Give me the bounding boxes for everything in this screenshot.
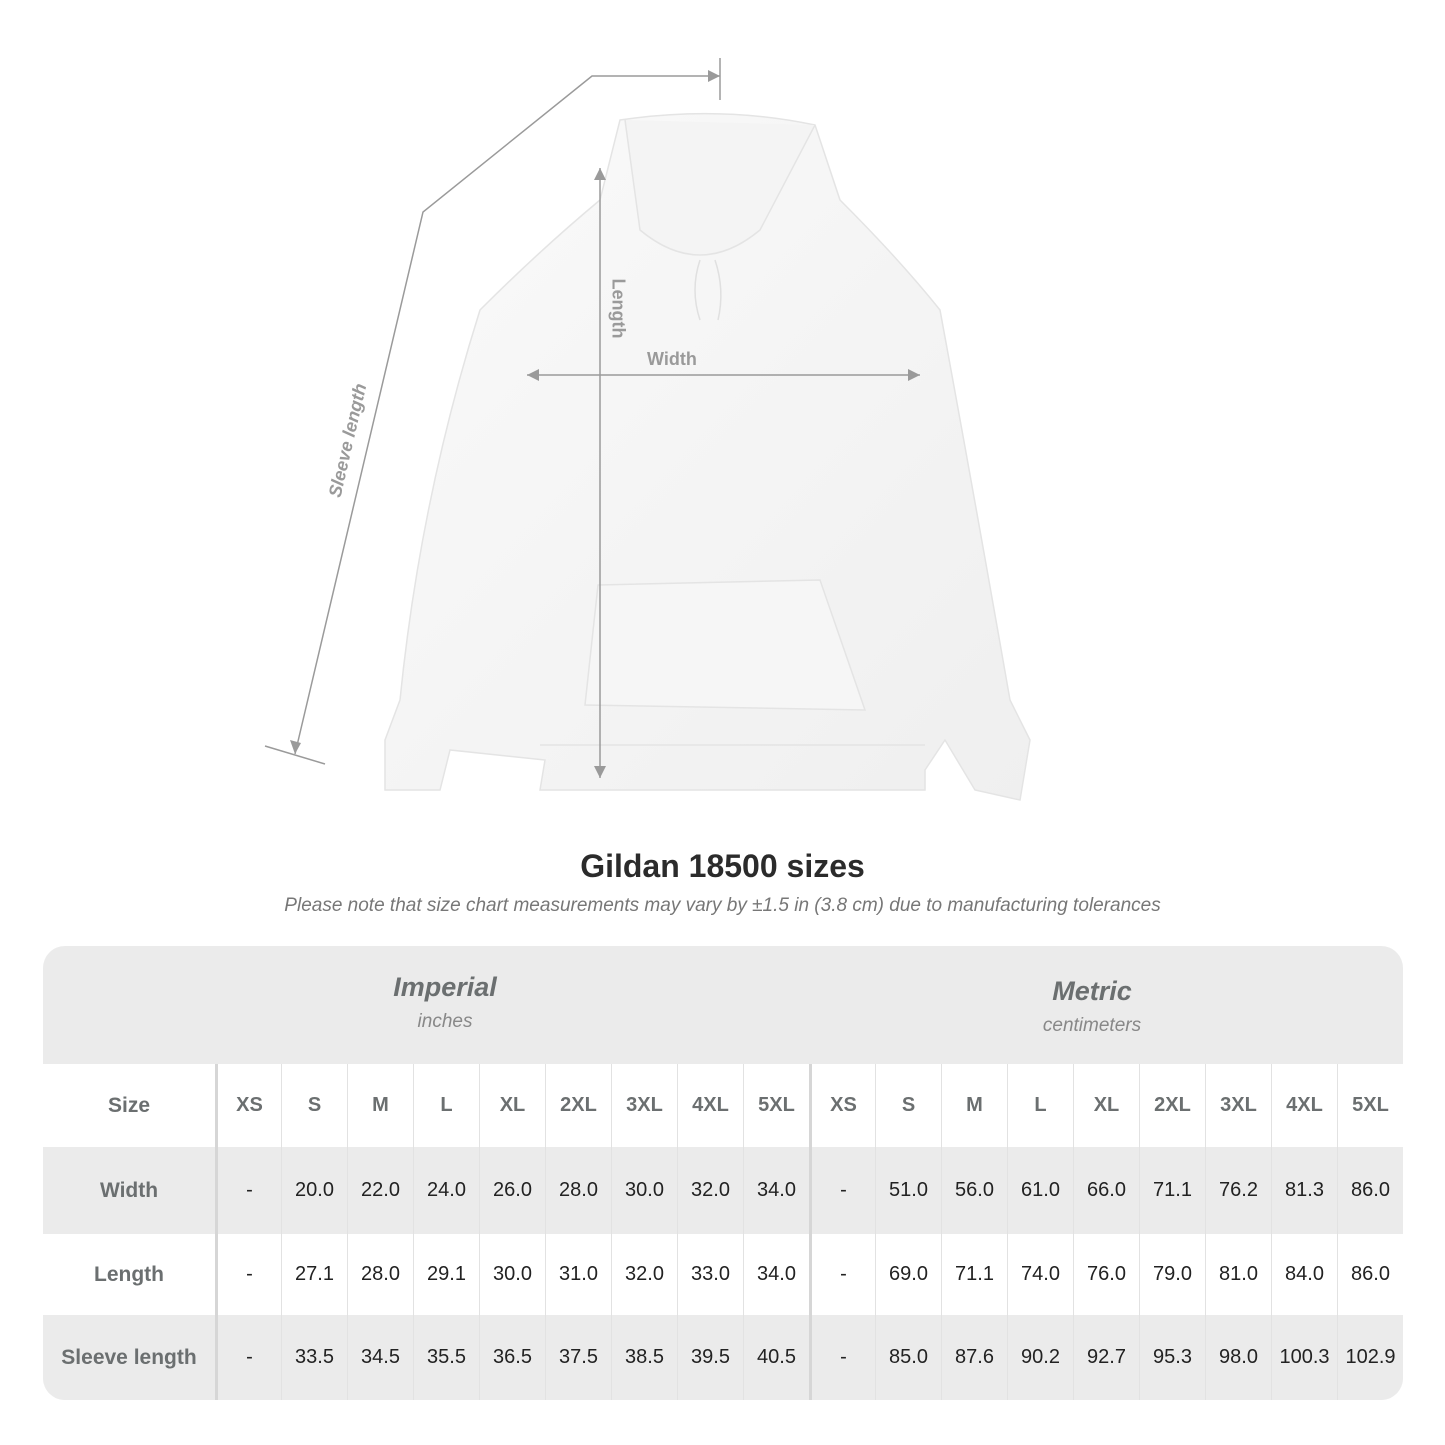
metric-value-cell: 95.3 (1139, 1315, 1205, 1400)
imperial-value-cell: 36.5 (479, 1315, 545, 1400)
size-header-cell: XS (215, 1064, 281, 1147)
metric-header: Metric centimeters (809, 950, 1375, 1068)
imperial-value-cell: - (215, 1147, 281, 1234)
metric-value-cell: 86.0 (1337, 1234, 1403, 1315)
size-header-cell: 4XL (1271, 1064, 1337, 1147)
row-label: Width (99, 1178, 159, 1202)
imperial-value-cell: 39.5 (677, 1315, 743, 1400)
imperial-value-cell: 35.5 (413, 1315, 479, 1400)
imperial-title: Imperial (393, 972, 497, 1002)
imperial-value-cell: 33.0 (677, 1234, 743, 1315)
metric-value-cell: - (809, 1147, 875, 1234)
metric-value-cell: 102.9 (1337, 1315, 1403, 1400)
metric-value-cell: 100.3 (1271, 1315, 1337, 1400)
metric-value-cell: 69.0 (875, 1234, 941, 1315)
size-header-row: Size XS S M L XL 2XL 3XL 4XL 5XL XS S M L XL 2XL 3XL 4XL 5… (43, 1064, 1403, 1147)
size-header-cell: XL (1073, 1064, 1139, 1147)
imperial-value-cell: 30.0 (611, 1147, 677, 1234)
metric-value-cell: 92.7 (1073, 1315, 1139, 1400)
metric-value-cell: - (809, 1315, 875, 1400)
metric-value-cell: 66.0 (1073, 1147, 1139, 1234)
size-header-cell: 5XL (1337, 1064, 1403, 1147)
hoodie (384, 112, 1031, 801)
imperial-value-cell: 34.0 (743, 1147, 809, 1234)
size-header-cell: S (875, 1064, 941, 1147)
table-row: Length -27.1 28.0 29.1 30.0 31.0 32.0 33.0 34.0-… (43, 1234, 1403, 1315)
metric-title: Metric (1052, 976, 1132, 1006)
row-label: Length (94, 1262, 164, 1286)
table-row: Sleeve length -33.5 34.5 35.5 36.5 37.5 38.5 39… (43, 1315, 1403, 1400)
metric-value-cell: 51.0 (875, 1147, 941, 1234)
metric-value-cell: 98.0 (1205, 1315, 1271, 1400)
metric-value-cell: 74.0 (1007, 1234, 1073, 1315)
imperial-value-cell: 38.5 (611, 1315, 677, 1400)
metric-unit: centimeters (1042, 1015, 1142, 1036)
imperial-value-cell: - (215, 1234, 281, 1315)
size-header-cell: 2XL (545, 1064, 611, 1147)
row-label: Sleeve length (61, 1345, 197, 1369)
metric-value-cell: - (809, 1234, 875, 1315)
metric-value-cell: 90.2 (1007, 1315, 1073, 1400)
metric-value-cell: 61.0 (1007, 1147, 1073, 1234)
tolerance-note: Please note that size chart measurements… (284, 895, 1161, 916)
imperial-value-cell: 27.1 (281, 1234, 347, 1315)
imperial-value-cell: 32.0 (677, 1147, 743, 1234)
size-label: Size (107, 1093, 151, 1117)
imperial-value-cell: 24.0 (413, 1147, 479, 1234)
imperial-value-cell: 30.0 (479, 1234, 545, 1315)
imperial-value-cell: 29.1 (413, 1234, 479, 1315)
imperial-value-cell: 32.0 (611, 1234, 677, 1315)
size-header-cell: 2XL (1139, 1064, 1205, 1147)
imperial-value-cell: 26.0 (479, 1147, 545, 1234)
size-header-cell: L (1007, 1064, 1073, 1147)
measurement-lines (264, 58, 920, 778)
size-header-cell: M (347, 1064, 413, 1147)
size-header-cell: 3XL (611, 1064, 677, 1147)
size-table: Imperial inches Metric centimeters Size X… (43, 946, 1403, 1400)
imperial-value-cell: 20.0 (281, 1147, 347, 1234)
table-row: Width -20.0 22.0 24.0 26.0 28.0 30.0 32.0 34.0-5… (43, 1147, 1403, 1234)
imperial-value-cell: 28.0 (545, 1147, 611, 1234)
size-header-cell: M (941, 1064, 1007, 1147)
imperial-value-cell: 40.5 (743, 1315, 809, 1400)
imperial-value-cell: - (215, 1315, 281, 1400)
metric-value-cell: 56.0 (941, 1147, 1007, 1234)
size-header-cell: 5XL (743, 1064, 809, 1147)
size-header-cell: L (413, 1064, 479, 1147)
width-label: Width (647, 349, 697, 369)
size-header-cell: 4XL (677, 1064, 743, 1147)
metric-value-cell: 76.0 (1073, 1234, 1139, 1315)
imperial-value-cell: 31.0 (545, 1234, 611, 1315)
imperial-value-cell: 34.0 (743, 1234, 809, 1315)
metric-value-cell: 81.0 (1205, 1234, 1271, 1315)
metric-value-cell: 79.0 (1139, 1234, 1205, 1315)
imperial-value-cell: 28.0 (347, 1234, 413, 1315)
imperial-unit: inches (417, 1011, 473, 1032)
size-header-cell: 3XL (1205, 1064, 1271, 1147)
imperial-value-cell: 22.0 (347, 1147, 413, 1234)
hoodie-illustration (264, 58, 1031, 801)
page-title: Gildan 18500 sizes (580, 848, 865, 884)
size-header-cell: S (281, 1064, 347, 1147)
metric-value-cell: 85.0 (875, 1315, 941, 1400)
metric-value-cell: 87.6 (941, 1315, 1007, 1400)
metric-value-cell: 71.1 (1139, 1147, 1205, 1234)
metric-value-cell: 86.0 (1337, 1147, 1403, 1234)
imperial-value-cell: 33.5 (281, 1315, 347, 1400)
length-label: Length (608, 278, 629, 339)
imperial-value-cell: 34.5 (347, 1315, 413, 1400)
imperial-header: Imperial inches (215, 946, 675, 1064)
metric-value-cell: 71.1 (941, 1234, 1007, 1315)
size-header-cell: XS (809, 1064, 875, 1147)
metric-value-cell: 84.0 (1271, 1234, 1337, 1315)
metric-value-cell: 81.3 (1271, 1147, 1337, 1234)
size-header-cell: XL (479, 1064, 545, 1147)
imperial-value-cell: 37.5 (545, 1315, 611, 1400)
metric-value-cell: 76.2 (1205, 1147, 1271, 1234)
